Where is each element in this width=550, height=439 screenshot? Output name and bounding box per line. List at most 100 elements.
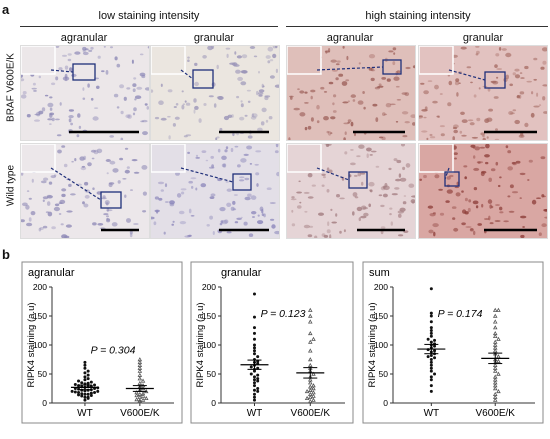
- cell-nucleus: [122, 178, 127, 180]
- cell-nucleus: [378, 194, 383, 197]
- cell-nucleus: [485, 161, 489, 165]
- data-point: [256, 366, 260, 370]
- cell-nucleus: [61, 188, 67, 192]
- cell-nucleus: [538, 104, 542, 106]
- cell-nucleus: [391, 193, 398, 196]
- data-point: [252, 384, 256, 388]
- cell-nucleus: [321, 184, 325, 187]
- cell-nucleus: [423, 90, 429, 95]
- data-point: [137, 362, 143, 367]
- data-point: [77, 387, 81, 391]
- cell-nucleus: [330, 59, 337, 63]
- cell-nucleus: [454, 186, 459, 189]
- cell-nucleus: [473, 94, 477, 98]
- cell-nucleus: [449, 174, 454, 178]
- cell-nucleus: [421, 130, 428, 133]
- cell-nucleus: [463, 165, 468, 168]
- cell-nucleus: [65, 224, 72, 228]
- cell-nucleus: [473, 187, 478, 191]
- cell-nucleus: [339, 230, 342, 234]
- cell-nucleus: [188, 234, 192, 237]
- cell-nucleus: [182, 103, 186, 105]
- cell-nucleus: [324, 50, 330, 53]
- cell-nucleus: [205, 159, 209, 162]
- cell-nucleus: [70, 122, 73, 126]
- data-point: [137, 380, 143, 385]
- cell-nucleus: [185, 102, 191, 106]
- cell-nucleus: [448, 80, 453, 86]
- cell-nucleus: [508, 210, 515, 213]
- cell-nucleus: [202, 55, 207, 59]
- cell-nucleus: [188, 208, 192, 214]
- cell-nucleus: [56, 134, 62, 137]
- data-point: [429, 375, 433, 379]
- cell-nucleus: [272, 53, 277, 59]
- data-point: [308, 357, 313, 362]
- cell-nucleus: [194, 62, 198, 66]
- cell-nucleus: [248, 233, 254, 237]
- cell-nucleus: [51, 117, 55, 122]
- cell-nucleus: [505, 74, 509, 80]
- cell-nucleus: [151, 89, 154, 93]
- cell-nucleus: [81, 165, 86, 168]
- data-point: [308, 391, 313, 396]
- y-axis-label: RIPK4 staining (a.u): [26, 302, 37, 387]
- cell-nucleus: [330, 116, 336, 120]
- data-point: [256, 379, 260, 383]
- cell-nucleus: [226, 188, 232, 192]
- plot-frame-granular: [190, 261, 354, 424]
- x-tick-label: WT: [247, 408, 263, 419]
- cell-nucleus: [61, 193, 66, 198]
- cell-nucleus: [531, 199, 537, 205]
- data-point: [256, 377, 260, 381]
- cell-nucleus: [472, 146, 475, 149]
- cell-nucleus: [398, 213, 402, 218]
- cell-nucleus: [479, 146, 486, 149]
- data-point: [492, 368, 498, 373]
- cell-nucleus: [392, 61, 396, 66]
- data-point: [311, 371, 316, 376]
- cell-nucleus: [221, 163, 226, 168]
- data-point: [80, 392, 84, 396]
- data-point: [308, 362, 313, 367]
- cell-nucleus: [343, 137, 346, 140]
- data-point: [86, 395, 90, 399]
- cell-nucleus: [408, 183, 415, 188]
- cell-nucleus: [212, 231, 215, 235]
- cell-nucleus: [345, 79, 350, 82]
- data-point: [252, 315, 256, 319]
- cell-nucleus: [183, 135, 188, 138]
- data-point: [429, 389, 433, 393]
- cell-nucleus: [290, 96, 293, 100]
- cell-nucleus: [514, 119, 520, 125]
- y-tick-label: 0: [42, 398, 47, 408]
- cell-nucleus: [475, 46, 480, 48]
- cell-nucleus: [389, 207, 393, 210]
- cell-nucleus: [62, 76, 70, 81]
- cell-nucleus: [423, 116, 427, 119]
- y-axis-label: RIPK4 staining (a.u): [195, 302, 206, 387]
- data-point: [308, 398, 313, 403]
- p-value-annotation: P = 0.304: [91, 345, 136, 357]
- cell-nucleus: [106, 172, 109, 175]
- data-point: [77, 379, 81, 383]
- cell-nucleus: [168, 135, 171, 140]
- cell-nucleus: [432, 212, 436, 215]
- cell-nucleus: [456, 92, 459, 97]
- cell-nucleus: [144, 103, 148, 106]
- data-point: [308, 377, 313, 382]
- cell-nucleus: [131, 59, 134, 64]
- cell-nucleus: [68, 118, 72, 123]
- cell-nucleus: [512, 162, 517, 166]
- x-tick-label: V600E/K: [475, 408, 515, 419]
- cell-nucleus: [210, 155, 214, 159]
- cell-nucleus: [466, 66, 472, 69]
- data-point: [429, 326, 433, 330]
- data-point: [308, 339, 313, 344]
- cell-nucleus: [106, 217, 109, 220]
- data-point: [429, 343, 433, 347]
- y-tick-label: 100: [374, 340, 388, 350]
- cell-nucleus: [384, 183, 388, 188]
- zoom-inset: [419, 46, 454, 75]
- cell-nucleus: [234, 221, 239, 224]
